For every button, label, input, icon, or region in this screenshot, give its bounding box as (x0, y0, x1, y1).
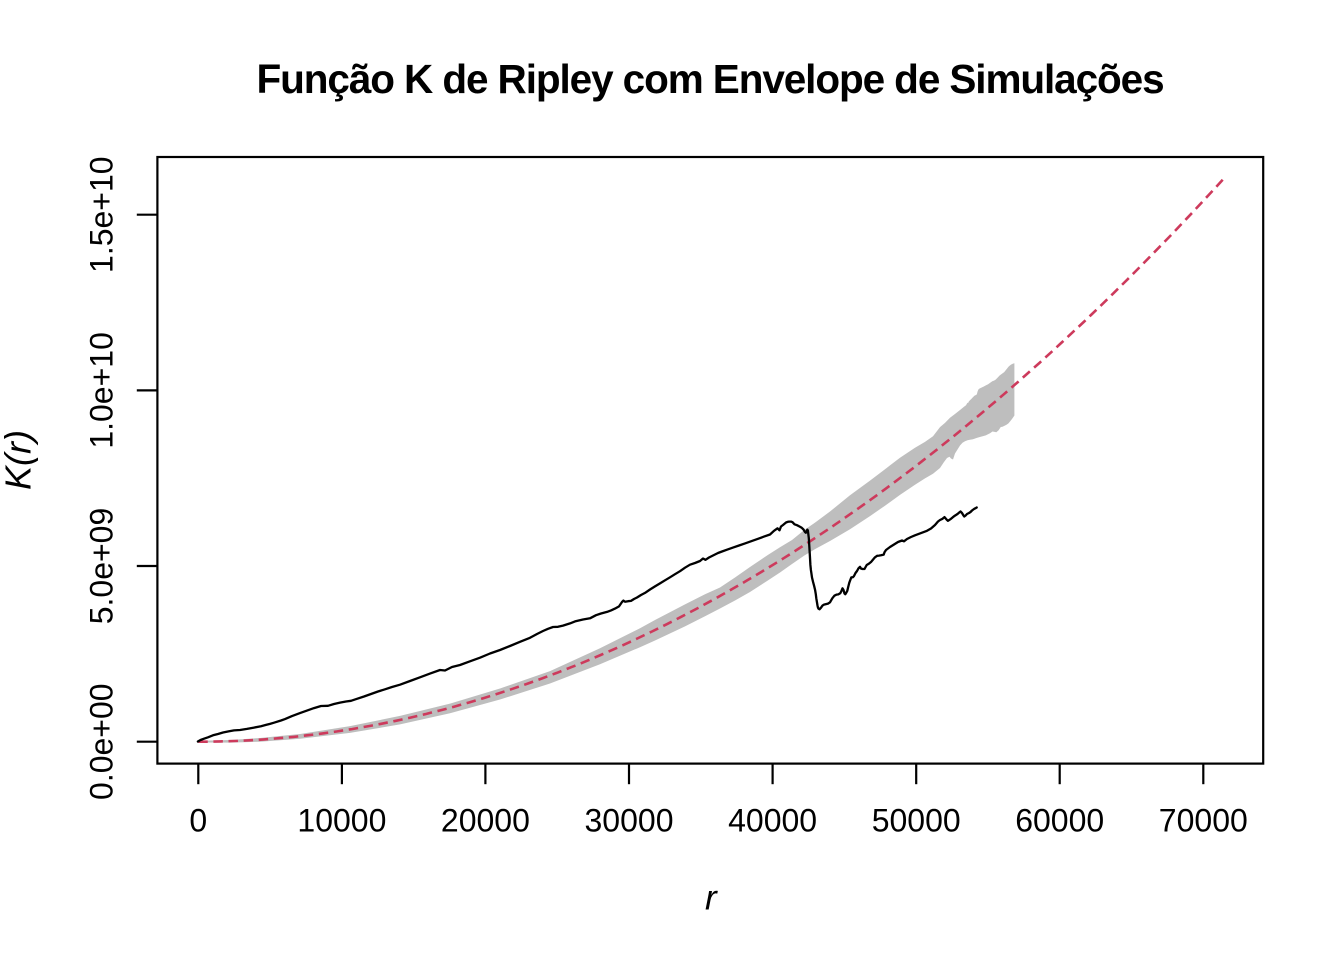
svg-text:10000: 10000 (297, 803, 386, 839)
svg-text:1.0e+10: 1.0e+10 (84, 332, 120, 449)
svg-text:5.0e+09: 5.0e+09 (84, 508, 120, 625)
svg-text:Função K de Ripley com Envelop: Função K de Ripley com Envelope de Simul… (256, 56, 1163, 102)
svg-text:K(r): K(r) (0, 430, 39, 490)
svg-text:50000: 50000 (872, 803, 961, 839)
svg-text:30000: 30000 (585, 803, 674, 839)
svg-text:70000: 70000 (1159, 803, 1248, 839)
svg-text:0: 0 (189, 803, 207, 839)
svg-text:1.5e+10: 1.5e+10 (84, 156, 120, 273)
svg-text:40000: 40000 (728, 803, 817, 839)
svg-text:r: r (705, 879, 718, 918)
svg-text:20000: 20000 (441, 803, 530, 839)
svg-text:0.0e+00: 0.0e+00 (84, 683, 120, 800)
svg-text:60000: 60000 (1015, 803, 1104, 839)
